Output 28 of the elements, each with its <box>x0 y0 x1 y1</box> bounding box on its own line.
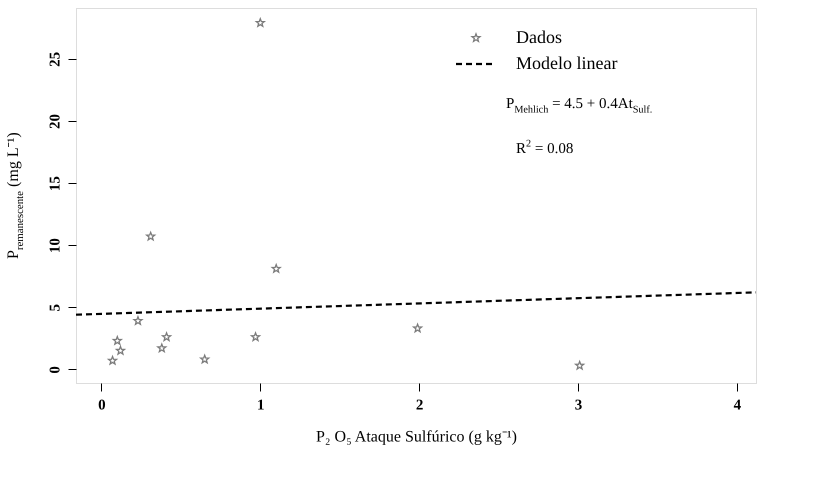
x-tick-label: 1 <box>257 398 265 414</box>
y-tick-label: 10 <box>48 238 64 254</box>
y-tick-label: 5 <box>48 304 64 312</box>
x-tick-label: 3 <box>574 398 582 414</box>
y-tick-label: 25 <box>48 52 64 67</box>
point <box>133 316 143 325</box>
point <box>157 343 166 352</box>
x-tick-label: 2 <box>416 398 424 414</box>
point <box>146 232 156 241</box>
point <box>256 18 265 27</box>
legend-label: Modelo linear <box>516 53 618 73</box>
point <box>412 324 422 332</box>
y-axis-title: Premanescente (mg L⁻¹) <box>5 132 26 260</box>
point <box>162 332 172 342</box>
legend-label: Dados <box>516 27 562 47</box>
point <box>575 360 584 370</box>
point <box>108 356 118 365</box>
x-tick-label: 4 <box>734 398 742 414</box>
y-tick-label: 15 <box>48 176 64 192</box>
x-axis-title: P₂ O₅ Ataque Sulfúrico (g kg⁻¹) <box>316 428 517 446</box>
y-tick-label: 0 <box>48 366 64 374</box>
point <box>116 346 126 355</box>
point <box>112 336 122 345</box>
point <box>250 332 260 342</box>
y-tick-label: 20 <box>48 114 64 129</box>
x-tick-label: 0 <box>98 398 106 414</box>
point <box>200 354 210 364</box>
point <box>272 264 281 273</box>
